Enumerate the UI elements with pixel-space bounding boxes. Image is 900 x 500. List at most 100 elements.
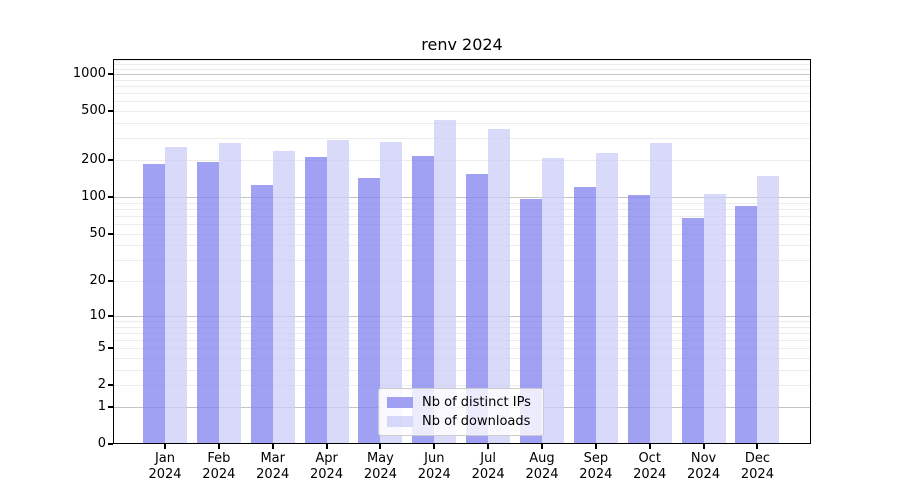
grid-minor-line [113, 320, 811, 322]
y-tick-label: 20 [89, 273, 106, 289]
grid-minor-line [113, 160, 811, 162]
grid-minor-line [113, 223, 811, 225]
bar-downloads-nov [703, 193, 726, 444]
y-tick-mark [108, 110, 113, 113]
bar-downloads-feb [218, 142, 241, 444]
grid-minor-line [113, 260, 811, 262]
x-tick-mark [648, 444, 651, 449]
x-tick-mark [325, 444, 328, 449]
y-tick-label: 1 [97, 399, 106, 415]
bar-distinct-ips-feb [196, 162, 219, 444]
grid-minor-line [113, 215, 811, 217]
x-tick-month: Dec [744, 451, 770, 466]
x-tick-label: May 2024 [348, 451, 412, 483]
x-tick-year: 2024 [363, 467, 397, 482]
x-tick-month: Jun [424, 451, 445, 466]
x-tick-mark [702, 444, 705, 449]
grid-minor-line [113, 369, 811, 371]
bar-distinct-ips-oct [627, 194, 650, 444]
grid-minor-line [113, 208, 811, 210]
y-tick-mark [108, 232, 113, 235]
grid-minor-line [113, 281, 811, 283]
y-tick-label: 1000 [72, 65, 106, 81]
x-tick-label: Sep 2024 [564, 451, 628, 483]
grid-minor-line [113, 385, 811, 387]
y-tick-label: 100 [81, 188, 106, 204]
y-tick-label: 2 [97, 377, 106, 393]
x-tick-label: Apr 2024 [295, 451, 359, 483]
bar-downloads-aug [541, 158, 564, 444]
legend-entry-distinct-ips: Nb of distinct IPs [387, 395, 531, 410]
grid-minor-line [113, 101, 811, 103]
bar-distinct-ips-nov [681, 218, 704, 444]
grid-minor-line [113, 202, 811, 204]
bar-distinct-ips-jun [412, 155, 435, 444]
x-tick-label: Mar 2024 [241, 451, 305, 483]
x-tick-label: Oct 2024 [618, 451, 682, 483]
bar-downloads-jul [488, 129, 511, 444]
bar-downloads-oct [649, 142, 672, 444]
x-tick-mark [487, 444, 490, 449]
x-tick-year: 2024 [310, 467, 344, 482]
grid-minor-line [113, 85, 811, 87]
x-tick-year: 2024 [525, 467, 559, 482]
grid-minor-line [113, 68, 811, 70]
grid-minor-line [113, 332, 811, 334]
grid-major-line [113, 315, 811, 317]
bar-distinct-ips-aug [519, 199, 542, 444]
y-tick-label: 0 [97, 436, 106, 452]
bar-distinct-ips-jul [466, 173, 489, 444]
legend-label-distinct-ips: Nb of distinct IPs [422, 395, 531, 410]
bar-distinct-ips-mar [250, 185, 273, 444]
x-tick-year: 2024 [740, 467, 774, 482]
bar-distinct-ips-jan [143, 163, 165, 444]
y-tick-mark [108, 384, 113, 387]
bar-downloads-jun [434, 120, 457, 444]
x-tick-month: Nov [690, 451, 717, 466]
x-tick-mark [540, 444, 543, 449]
x-tick-year: 2024 [256, 467, 290, 482]
x-tick-month: May [366, 451, 394, 466]
grid-major-line [113, 196, 811, 198]
x-tick-year: 2024 [579, 467, 613, 482]
y-tick-mark [108, 159, 113, 162]
x-tick-year: 2024 [633, 467, 667, 482]
x-tick-month: Apr [315, 451, 338, 466]
x-tick-label: Nov 2024 [672, 451, 736, 483]
y-tick-mark [108, 347, 113, 350]
x-tick-label: Jan 2024 [133, 451, 197, 483]
y-tick-label: 50 [89, 225, 106, 241]
bar-downloads-apr [326, 139, 349, 444]
x-tick-year: 2024 [417, 467, 451, 482]
grid-minor-line [113, 111, 811, 113]
x-tick-year: 2024 [202, 467, 236, 482]
x-tick-year: 2024 [148, 467, 182, 482]
grid-minor-line [113, 64, 811, 66]
y-tick-mark [108, 280, 113, 283]
y-tick-mark [108, 443, 113, 446]
y-tick-label: 5 [97, 340, 106, 356]
bar-downloads-jan [165, 146, 187, 444]
x-tick-label: Jun 2024 [402, 451, 466, 483]
x-tick-mark [756, 444, 759, 449]
chart-title: renv 2024 [421, 35, 503, 54]
y-tick-label: 200 [81, 152, 106, 168]
y-tick-mark [108, 72, 113, 75]
y-tick-label: 10 [89, 307, 106, 323]
bar-downloads-mar [272, 150, 295, 444]
x-tick-year: 2024 [687, 467, 721, 482]
grid-minor-line [113, 339, 811, 341]
x-tick-month: Jan [154, 451, 176, 466]
grid-minor-line [113, 348, 811, 350]
y-tick-mark [108, 195, 113, 198]
x-tick-month: Aug [529, 451, 555, 466]
x-tick-month: Oct [638, 451, 661, 466]
bar-downloads-may [380, 142, 403, 444]
plot-area: Nb of distinct IPs Nb of downloads [113, 59, 811, 444]
x-tick-mark [271, 444, 274, 449]
bar-distinct-ips-sep [573, 187, 596, 444]
legend-swatch-downloads [387, 416, 413, 427]
grid-minor-line [113, 93, 811, 95]
grid-minor-line [113, 233, 811, 235]
